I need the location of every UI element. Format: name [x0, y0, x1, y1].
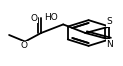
Text: O: O	[21, 41, 28, 50]
Text: HO: HO	[44, 13, 58, 22]
Text: S: S	[107, 17, 112, 26]
Text: N: N	[106, 40, 113, 49]
Text: O: O	[31, 14, 38, 23]
